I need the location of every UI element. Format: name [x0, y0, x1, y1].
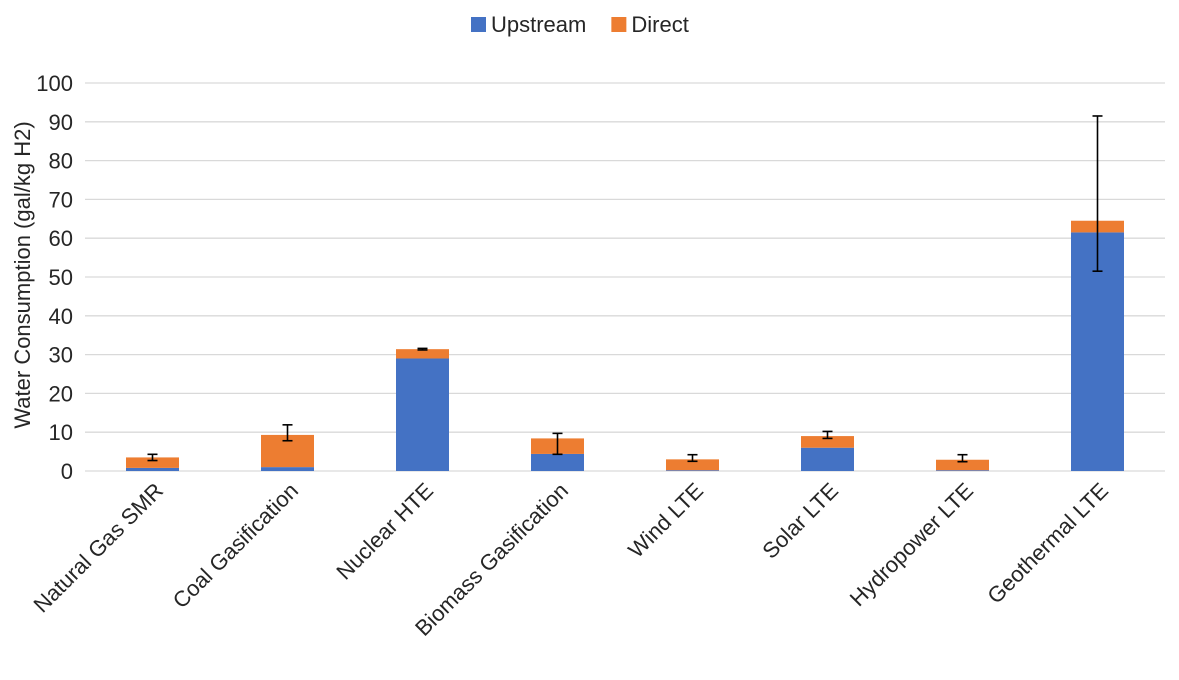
bar-direct [801, 436, 854, 448]
x-tick-label: Wind LTE [623, 478, 708, 563]
x-tick-label: Geothermal LTE [982, 478, 1113, 609]
y-tick-label: 20 [49, 381, 73, 406]
x-tick-label: Coal Gasification [168, 478, 303, 613]
x-tick-label: Solar LTE [757, 478, 843, 564]
error-bar [147, 453, 158, 462]
x-tick-label: Hydropower LTE [845, 478, 978, 611]
error-bars [147, 115, 1103, 463]
legend-item: Direct [611, 12, 689, 37]
legend-item: Upstream [471, 12, 586, 37]
y-tick-label: 30 [49, 343, 73, 368]
x-tick-label: Natural Gas SMR [28, 478, 168, 618]
y-tick-label: 60 [49, 226, 73, 251]
gridlines [85, 82, 1165, 472]
bar-upstream [936, 470, 989, 471]
bar-direct [126, 457, 179, 468]
error-bar [1092, 115, 1103, 272]
bar-upstream [666, 470, 719, 471]
bar-upstream [801, 447, 854, 471]
y-tick-label: 0 [61, 459, 73, 484]
bar-upstream [126, 467, 179, 471]
y-tick-label: 10 [49, 420, 73, 445]
bar-upstream [261, 467, 314, 471]
bars [126, 220, 1124, 471]
bar-direct [666, 459, 719, 471]
error-bar [282, 424, 293, 442]
error-bar [687, 453, 698, 463]
bar-upstream [1071, 232, 1124, 471]
y-axis-title: Water Consumption (gal/kg H2) [10, 121, 35, 428]
y-tick-label: 90 [49, 110, 73, 135]
bar-upstream [396, 358, 449, 471]
x-tick-labels: Natural Gas SMR Coal Gasification Nuclear … [28, 478, 1113, 641]
y-tick-label: 80 [49, 149, 73, 174]
bar-direct [396, 349, 449, 359]
y-tick-label: 50 [49, 265, 73, 290]
y-tick-label: 40 [49, 304, 73, 329]
bar-direct [936, 459, 989, 471]
error-bar [957, 453, 968, 463]
y-tick-label: 100 [36, 71, 73, 96]
error-bar [822, 430, 833, 440]
x-tick-label: Nuclear HTE [331, 478, 438, 585]
bar-upstream [531, 453, 584, 471]
error-bar [552, 432, 563, 456]
legend-label: Direct [631, 12, 688, 37]
y-tick-label: 70 [49, 187, 73, 212]
legend-swatch [611, 17, 627, 32]
y-tick-labels: 0 10 20 30 40 50 60 70 80 90 100 [36, 71, 73, 484]
legend: Upstream Direct [471, 12, 689, 37]
legend-label: Upstream [491, 12, 586, 37]
error-bar [417, 347, 428, 351]
x-tick-label: Biomass Gasification [410, 478, 573, 641]
legend-swatch [471, 17, 486, 32]
